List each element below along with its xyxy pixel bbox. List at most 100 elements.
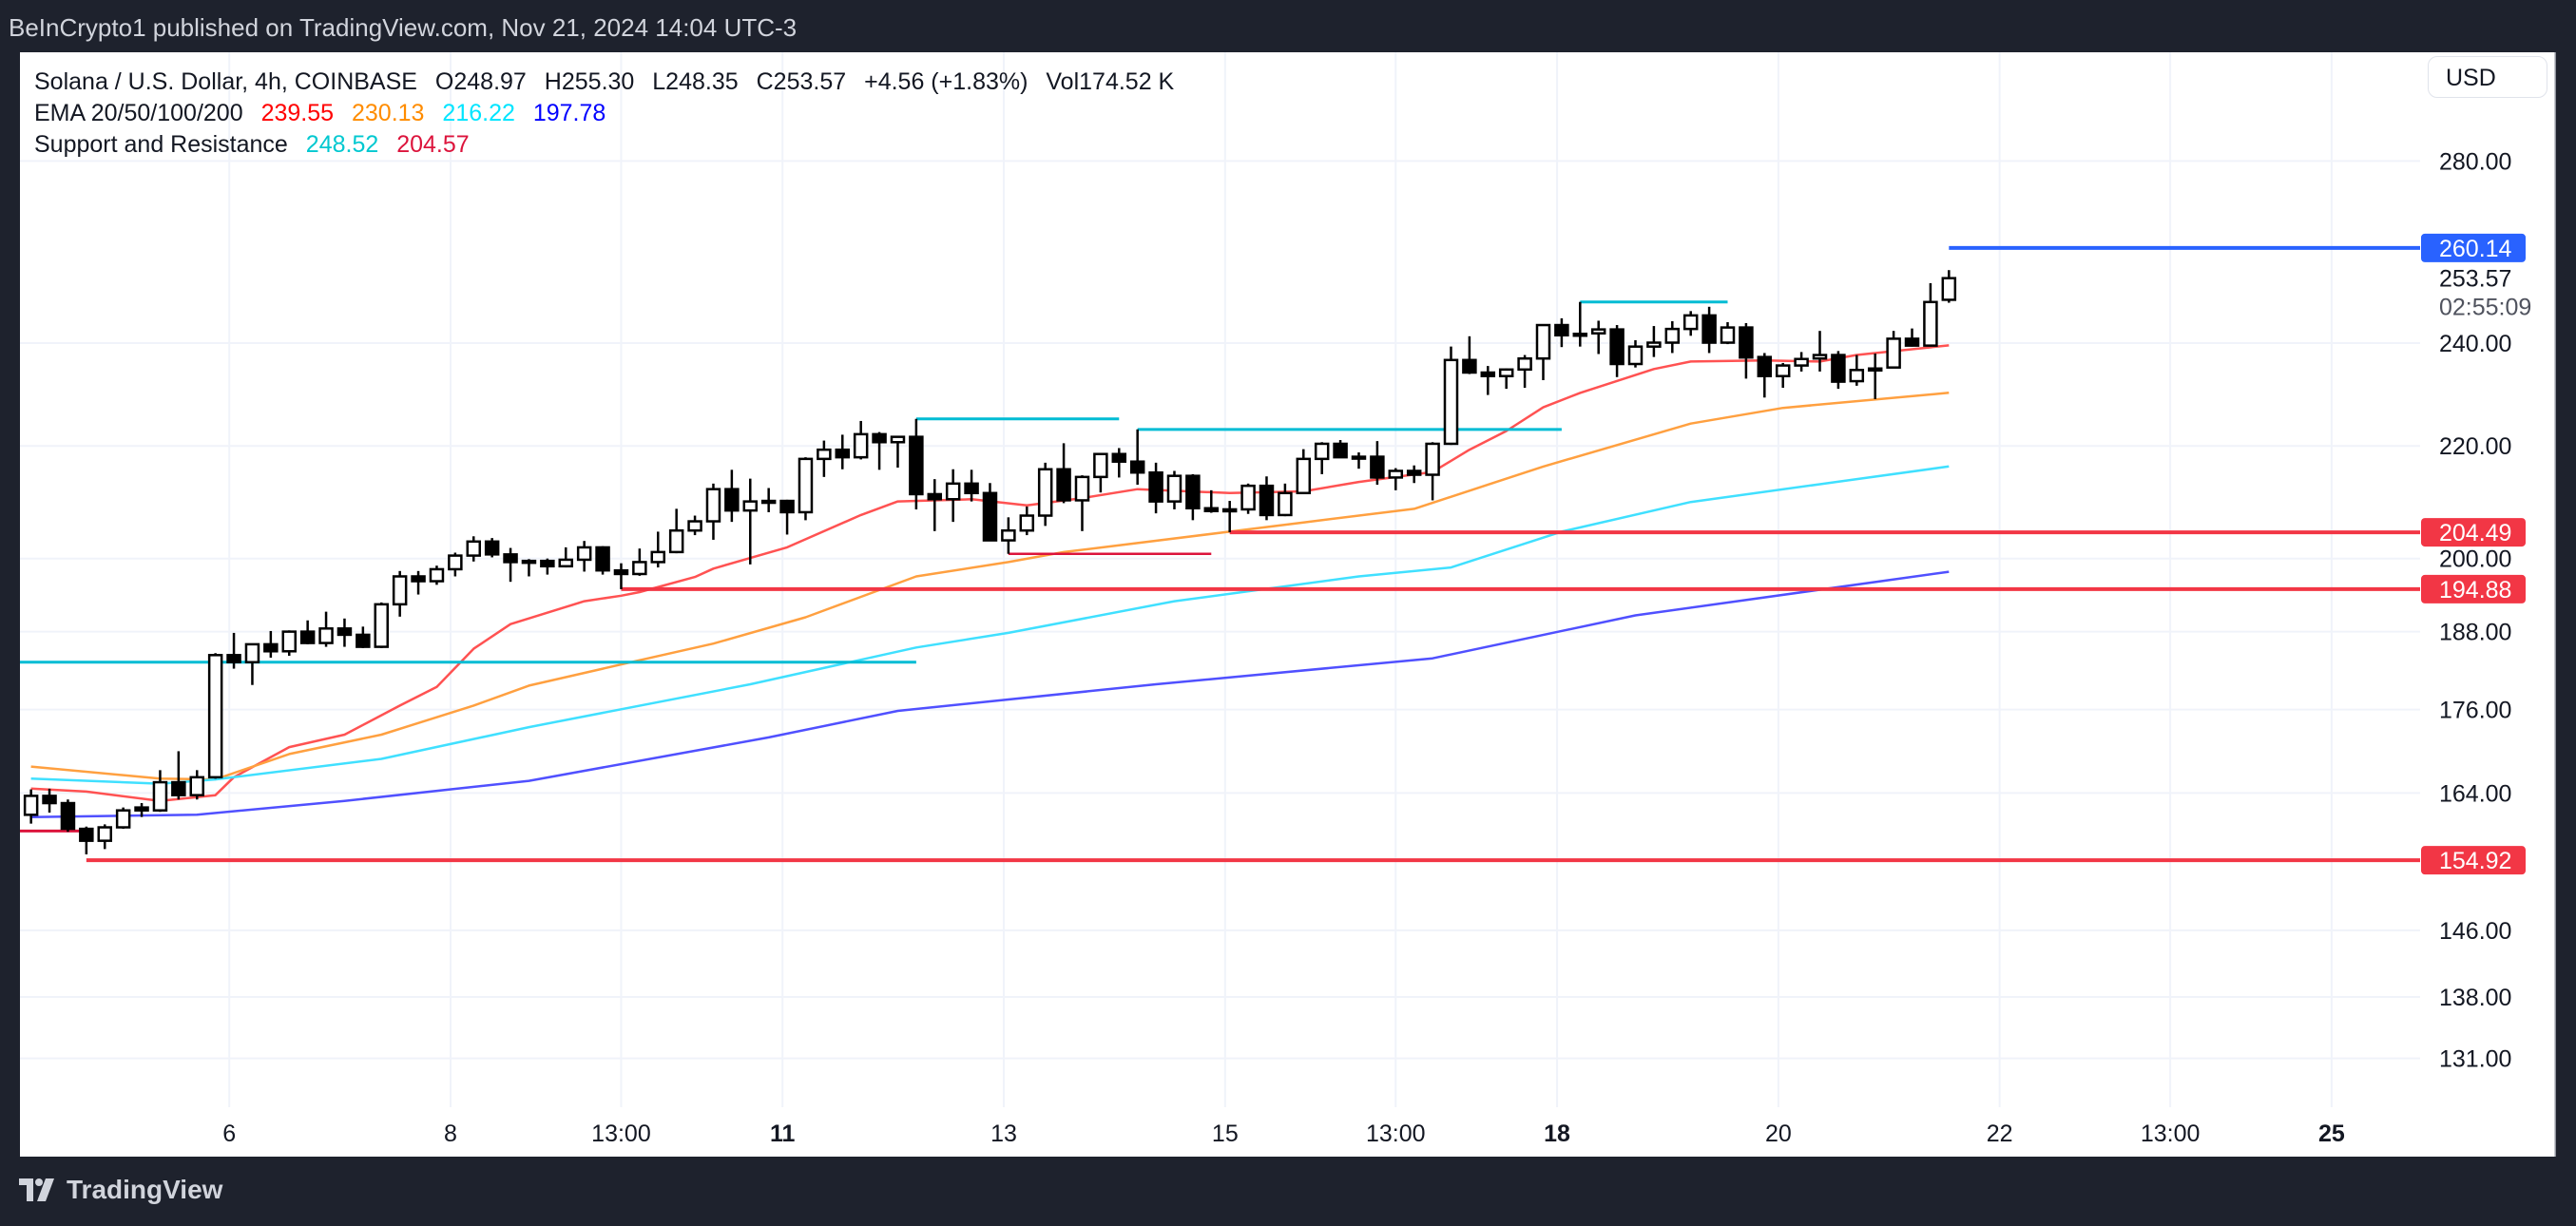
candle-bullish: [374, 602, 390, 648]
candle-bearish: [299, 620, 316, 644]
candle-bullish: [1775, 362, 1791, 389]
candle-body: [1701, 314, 1717, 344]
low-value: L248.35: [652, 68, 739, 95]
price-axis[interactable]: 280.00 240.00 220.00 200.00 188.00 176.00 164.…: [2421, 148, 2531, 1073]
candle-bearish: [779, 499, 795, 535]
candle-bearish: [79, 826, 94, 854]
ema-indicator-label[interactable]: EMA 20/50/100/200: [34, 100, 243, 126]
candle-body: [872, 432, 887, 444]
candle-body: [42, 795, 57, 805]
candle-body: [1609, 328, 1624, 366]
candle-body: [613, 568, 629, 576]
candle-body: [1590, 328, 1606, 335]
candle-bearish: [171, 751, 186, 800]
candle-bearish: [927, 479, 943, 531]
candle-body: [742, 500, 759, 512]
candle-body: [1682, 314, 1699, 331]
candle-body: [318, 627, 334, 644]
candle-bearish: [724, 469, 740, 523]
candle-bearish: [1370, 441, 1385, 485]
candle-bullish: [650, 531, 666, 568]
candle-bullish: [1240, 483, 1256, 514]
candle-body: [1314, 442, 1330, 461]
time-tick-label: 8: [444, 1121, 457, 1147]
candle-bullish: [1812, 331, 1828, 372]
candle-bearish: [1462, 335, 1477, 374]
symbol-title[interactable]: Solana / U.S. Dollar, 4h, COINBASE: [34, 68, 417, 95]
candle-body: [336, 627, 353, 637]
candle-body: [226, 654, 241, 664]
sr-indicator-label[interactable]: Support and Resistance: [34, 131, 288, 158]
candle-body: [1812, 354, 1828, 360]
legend-sr-row: Support and Resistance 248.52 204.57: [34, 129, 1185, 161]
price-tick-label: 240.00: [2439, 331, 2511, 357]
candle-bullish: [1443, 346, 1459, 446]
tradingview-logo-icon[interactable]: [19, 1178, 57, 1201]
candle-body: [760, 499, 777, 505]
candle-bullish: [1572, 301, 1588, 347]
candle-bearish: [1259, 476, 1275, 521]
candle-body: [1019, 514, 1035, 532]
candle-bullish: [1627, 339, 1644, 368]
candle-body: [79, 827, 94, 842]
candle-bearish: [909, 418, 924, 509]
candle-body: [909, 435, 924, 496]
time-tick-label: 18: [1544, 1121, 1570, 1147]
chart-panel: [20, 52, 2555, 1157]
candle-body: [1923, 300, 1938, 347]
candle-bullish: [97, 824, 112, 850]
candle-body: [632, 561, 647, 576]
candle-body: [1296, 457, 1312, 495]
candle-body: [1093, 452, 1108, 479]
price-tick-label: 131.00: [2439, 1046, 2511, 1073]
candle-body: [558, 558, 574, 568]
candle-bullish: [1849, 354, 1865, 386]
candle-body: [1941, 277, 1957, 301]
candle-bearish: [1129, 429, 1145, 485]
candle-body: [1867, 367, 1883, 373]
candle-body: [1554, 323, 1569, 337]
candle-body: [817, 448, 832, 461]
close-value: C253.57: [756, 68, 847, 95]
last-price-label: 253.57: [2439, 266, 2511, 293]
candle-body: [23, 795, 39, 816]
candle-bullish: [1425, 442, 1440, 501]
currency-button[interactable]: USD: [2428, 56, 2547, 98]
candle-body: [540, 559, 555, 568]
high-value: H255.30: [544, 68, 635, 95]
time-tick-label: 13: [990, 1121, 1017, 1147]
candle-bullish: [576, 541, 592, 572]
candle-bearish: [982, 483, 998, 542]
time-tick-label: 6: [222, 1121, 236, 1147]
open-value: O248.97: [434, 68, 527, 95]
candle-bullish: [705, 483, 721, 540]
candle-bullish: [1221, 501, 1238, 533]
price-badge: [2421, 846, 2526, 875]
candle-bullish: [817, 440, 832, 477]
candle-body: [945, 482, 961, 501]
candle-body: [853, 432, 869, 459]
candle-bearish: [226, 632, 241, 669]
candle-body: [1259, 484, 1275, 517]
price-badge: [2421, 233, 2526, 262]
candle-bullish: [1923, 282, 1938, 347]
candle-bearish: [1757, 353, 1773, 398]
candle-body: [1739, 326, 1754, 359]
price-badge-label: 194.88: [2439, 577, 2511, 603]
candle-bearish: [336, 618, 353, 647]
price-tick-label: 200.00: [2439, 546, 2511, 573]
price-badge-label: 204.49: [2439, 520, 2511, 546]
candle-body: [171, 780, 186, 796]
time-tick-label: 13:00: [591, 1121, 651, 1147]
candle-body: [1370, 455, 1385, 479]
candle-bearish: [356, 626, 371, 648]
time-axis[interactable]: 6 8 13:00 11 13 15 13:00 18 20 22 13:00 25: [222, 1121, 2345, 1147]
tradingview-brand[interactable]: TradingView: [67, 1175, 223, 1204]
candle-body: [1480, 371, 1496, 377]
candle-body: [448, 554, 463, 571]
candle-bullish: [1388, 468, 1404, 490]
price-badge-label: 260.14: [2439, 236, 2512, 262]
candle-body: [964, 482, 979, 495]
time-tick-label: 15: [1212, 1121, 1239, 1147]
